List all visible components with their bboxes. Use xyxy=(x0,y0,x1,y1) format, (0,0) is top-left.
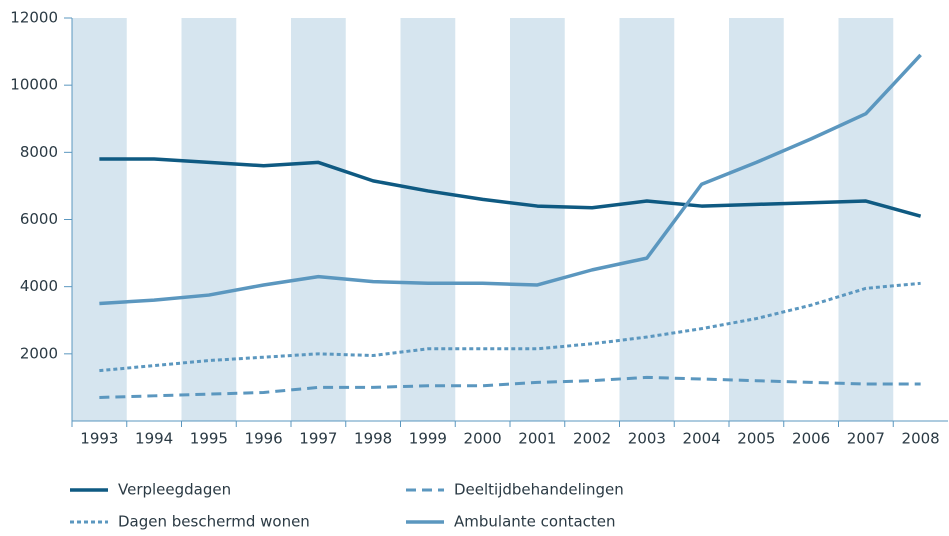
band xyxy=(510,18,565,421)
band xyxy=(72,18,127,421)
x-tick-label: 1993 xyxy=(80,430,118,448)
x-tick-label: 1995 xyxy=(190,430,228,448)
y-tick-label: 10000 xyxy=(10,76,58,94)
band xyxy=(619,18,675,421)
x-tick-label: 2005 xyxy=(737,430,775,448)
series-line xyxy=(99,53,922,306)
x-tick-label: 2004 xyxy=(683,430,721,448)
series-line xyxy=(99,375,921,399)
band xyxy=(400,18,456,421)
series-line xyxy=(99,157,922,218)
x-tick-label: 2001 xyxy=(518,430,556,448)
x-tick-label: 1998 xyxy=(354,430,392,448)
band xyxy=(838,18,894,421)
band xyxy=(181,18,237,421)
band xyxy=(729,18,784,421)
y-tick-label: 8000 xyxy=(20,143,58,161)
x-tick-label: 2007 xyxy=(847,430,885,448)
legend-label: Deeltijdbehandelingen xyxy=(454,481,624,499)
y-tick-label: 4000 xyxy=(20,277,58,295)
x-tick-label: 1994 xyxy=(135,430,173,448)
x-tick-label: 1996 xyxy=(245,430,283,448)
x-tick-label: 2003 xyxy=(628,430,666,448)
series-line xyxy=(99,281,921,373)
band xyxy=(291,18,346,421)
y-tick-label: 2000 xyxy=(20,344,58,362)
y-tick-label: 6000 xyxy=(20,210,58,228)
y-tick-label: 12000 xyxy=(10,9,58,27)
x-tick-label: 2002 xyxy=(573,430,611,448)
x-tick-label: 2000 xyxy=(464,430,502,448)
x-tick-label: 1999 xyxy=(409,430,447,448)
x-tick-label: 1997 xyxy=(299,430,337,448)
x-tick-label: 2006 xyxy=(792,430,830,448)
legend-label: Dagen beschermd wonen xyxy=(118,513,310,531)
x-tick-label: 2008 xyxy=(902,430,940,448)
legend-label: Ambulante contacten xyxy=(454,513,616,531)
legend-label: Verpleegdagen xyxy=(118,481,231,499)
